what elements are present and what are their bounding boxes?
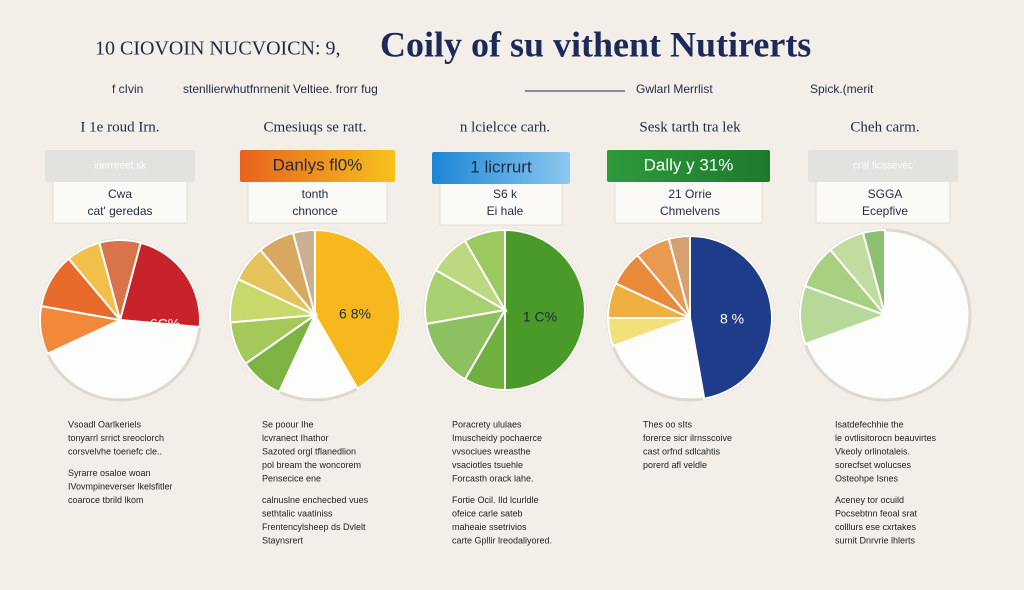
- pie-label: 8 %: [720, 311, 744, 327]
- note: Osteohpe Isnes: [835, 473, 899, 483]
- note: Imuscheidy pochaerce: [452, 433, 542, 443]
- note: colllurs ese cxrtakes: [835, 522, 917, 532]
- note: Se poour Ihe: [262, 419, 314, 429]
- note: Frentencylsheep ds Dvlelt: [262, 522, 366, 532]
- sub-label: 21 Orrie: [668, 187, 712, 201]
- badge-label: Danlys fl0%: [273, 155, 363, 174]
- badge-label: inerreeet sk: [94, 161, 147, 172]
- note: forerce sicr ilrnsscoive: [643, 433, 732, 443]
- sub-label: tonth: [302, 187, 329, 201]
- badge: [808, 150, 958, 182]
- pie-slice: [39, 304, 124, 356]
- pie-slice: [463, 228, 506, 314]
- sub-card: [52, 177, 188, 224]
- note: maheaie ssetrivios: [452, 522, 527, 532]
- badge: [45, 150, 195, 182]
- note: coaroce tbrild lkom: [68, 495, 144, 505]
- title-large: Coily of su vithent Nutirerts: [380, 24, 811, 64]
- sub-card: [439, 179, 563, 226]
- badge-label: cral ficssevec: [853, 161, 913, 172]
- pie-label: 6 8%: [339, 306, 371, 322]
- column-heading: Sesk tarth tra lek: [639, 119, 741, 135]
- sub-label: SGGA: [868, 187, 903, 201]
- pie-slice: [118, 241, 201, 329]
- note: carte Gpllir lreodaliyored.: [452, 535, 552, 545]
- sub-label: Cwa: [108, 187, 132, 201]
- note: Pensecice ene: [262, 473, 321, 483]
- sub-card: [247, 177, 388, 224]
- sub-label: Chmelvens: [660, 204, 720, 218]
- sub-label: cat' geredas: [88, 204, 153, 218]
- note: calnuslne enchecbed vues: [262, 495, 369, 505]
- note: pol bream the woncorem: [262, 460, 361, 470]
- column-heading: Cheh carm.: [850, 119, 919, 135]
- badge-label: 1 licrrurt: [470, 157, 532, 176]
- sub-label: Ei hale: [487, 204, 524, 218]
- column-heading: Cmesiuqs se ratt.: [264, 119, 367, 135]
- note: vvsociues wreasthe: [452, 446, 531, 456]
- note: Thes oo sIts: [643, 419, 693, 429]
- note: Forcasth orack lahe.: [452, 473, 534, 483]
- sub-card: [815, 177, 951, 224]
- sub-label: chnonce: [292, 204, 338, 218]
- note: Sazoted orgl tflanedlion: [262, 446, 356, 456]
- subtitle: Gwlarl Merrlist: [636, 82, 713, 96]
- column-heading: I 1e roud Irn.: [80, 119, 159, 135]
- pie-slice: [504, 228, 586, 392]
- badge: [432, 152, 570, 184]
- sub-label: Ecepfive: [862, 204, 908, 218]
- subtitle: stenllierwhutfnrnenit Veltiee. frorr fug: [183, 82, 378, 96]
- note: Aceney tor ocuild: [835, 495, 904, 505]
- note: surnit Dnrvrie lhlerts: [835, 535, 916, 545]
- pie-slice: [314, 228, 401, 390]
- note: Vkeoly orlinotaleis.: [835, 446, 910, 456]
- pie-slice: [667, 234, 691, 319]
- pie-slice: [291, 228, 316, 316]
- subtitle: f cIvin: [112, 82, 143, 96]
- pie-label: 1 C%: [523, 309, 557, 325]
- note: lcvranect Ihathor: [262, 433, 329, 443]
- badge: [240, 150, 395, 182]
- note: tonyarrl srrict sreoclorch: [68, 433, 164, 443]
- note: Vsoadl Oarlkeriels: [68, 419, 142, 429]
- note: corsvelvhe toenefc cle..: [68, 446, 162, 456]
- note: sorecfset wolucses: [835, 460, 912, 470]
- pie-slice: [861, 228, 886, 316]
- note: IVovmpineverser lkelsfitler: [68, 481, 173, 491]
- badge: [607, 150, 770, 182]
- subtitle: Spick.(merit: [810, 82, 874, 96]
- title-small: 10 CIOVOIN NUCVOICN: 9,: [95, 38, 341, 60]
- note: Pocsebtnn feoal srat: [835, 508, 918, 518]
- note: Staynsrert: [262, 535, 304, 545]
- column-heading: n lcielcce carh.: [460, 119, 550, 135]
- note: Fortie Ocil. Ild lcurldle: [452, 495, 539, 505]
- note: ofeice carle sateb: [452, 508, 523, 518]
- note: Poracrety ululaes: [452, 419, 522, 429]
- note: Isatdefechhie the: [835, 419, 904, 429]
- note: porerd afl veldle: [643, 460, 707, 470]
- note: Syrarre osaloe woan: [68, 468, 151, 478]
- note: le ovtlisitorocn beauvirtes: [835, 433, 937, 443]
- sub-label: S6 k: [493, 187, 518, 201]
- note: vsaciotles tsuehle: [452, 460, 523, 470]
- pie-label: 6C%: [150, 316, 180, 332]
- pie-slice: [425, 308, 507, 381]
- pie-slice: [689, 234, 773, 400]
- badge-label: Dally y 31%: [644, 155, 734, 174]
- note: sethtalic vaatiniss: [262, 508, 333, 518]
- note: cast orfnd sdlcahtis: [643, 446, 721, 456]
